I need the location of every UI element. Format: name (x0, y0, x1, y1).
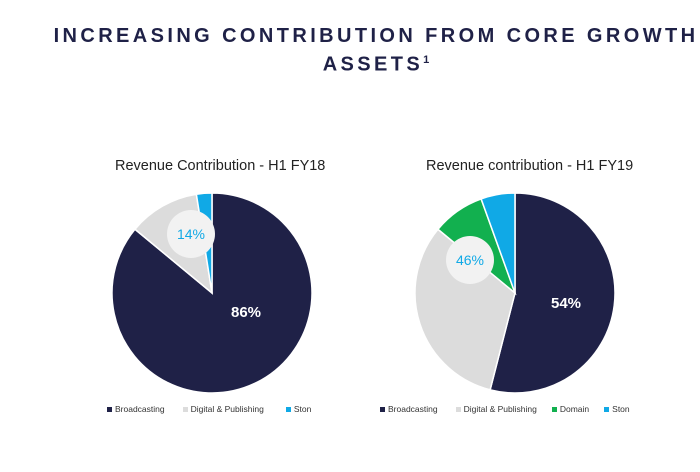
pie-data-label-0-1: 14% (177, 226, 205, 242)
legend-label-0-digital-publishing: Digital & Publishing (190, 404, 264, 414)
chart-title-fy19: Revenue contribution - H1 FY19 (426, 158, 634, 174)
title-footnote-mark: 1 (423, 54, 430, 66)
pie-label-bg-1-1 (446, 236, 494, 284)
legend-swatch-1-ston (604, 406, 610, 412)
legend-label-1-broadcasting: Broadcasting (388, 404, 438, 414)
legend-swatch-0-digital-publishing (182, 406, 188, 412)
legend-swatch-0-broadcasting (107, 406, 112, 412)
chart-title-fy18: Revenue Contribution - H1 FY18 (115, 158, 326, 174)
pie-slice-1-broadcasting (489, 192, 616, 394)
page-title-text: INCREASING CONTRIBUTION FROM CORE GROWTH… (53, 25, 699, 76)
legend-item-0-ston: Ston (285, 404, 312, 414)
legend-item-1-domain: Domain (551, 404, 590, 414)
legend-label-0-broadcasting: Broadcasting (115, 404, 165, 414)
legend-item-0-broadcasting: Broadcasting (107, 404, 165, 414)
legend-swatch-1-domain (551, 406, 557, 412)
legend-fy18: Broadcasting Digital & Publishing Ston (107, 404, 311, 414)
legend-item-1-digital-publishing: Digital & Publishing (455, 404, 537, 414)
legend-fy19: Broadcasting Digital & Publishing Domain St… (380, 404, 630, 414)
legend-item-0-digital-publishing: Digital & Publishing (182, 404, 264, 414)
legend-swatch-1-broadcasting (380, 406, 385, 412)
pie-slice-1-digital-publishing (414, 228, 516, 391)
pie-data-label-0-0: 86% (231, 304, 261, 321)
legend-label-0-ston: Ston (293, 404, 312, 414)
pie-slice-1-stan (480, 192, 516, 294)
legend-swatch-0-ston (285, 406, 291, 412)
pie-label-bg-0-1 (167, 210, 215, 258)
legend-label-1-digital-publishing: Digital & Publishing (463, 404, 537, 414)
legend-item-1-ston: Ston (604, 404, 630, 414)
legend-swatch-1-digital-publishing (455, 406, 461, 412)
legend-label-1-domain: Domain (559, 404, 590, 414)
pie-data-label-1-1: 46% (456, 252, 484, 268)
legend-item-1-broadcasting: Broadcasting (380, 404, 438, 414)
legend-label-1-ston: Ston (612, 404, 630, 414)
page-title: INCREASING CONTRIBUTION FROM CORE GROWTH… (0, 24, 700, 77)
pie-data-label-1-0: 54% (551, 295, 581, 312)
